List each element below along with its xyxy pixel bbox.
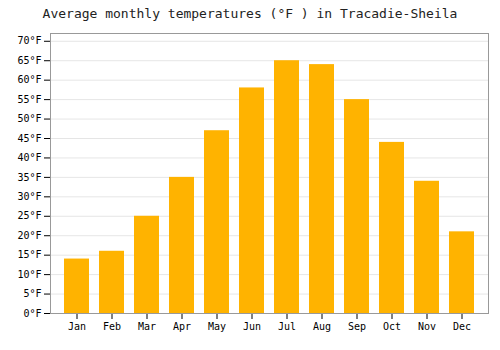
- svg-text:Jan: Jan: [68, 321, 86, 332]
- svg-text:Oct: Oct: [383, 321, 401, 332]
- svg-text:60°F: 60°F: [17, 74, 41, 85]
- svg-text:Jun: Jun: [243, 321, 261, 332]
- svg-text:55°F: 55°F: [17, 94, 41, 105]
- svg-text:Mar: Mar: [138, 321, 156, 332]
- svg-text:30°F: 30°F: [17, 191, 41, 202]
- svg-text:Feb: Feb: [103, 321, 121, 332]
- svg-text:May: May: [208, 321, 226, 332]
- svg-text:10°F: 10°F: [17, 269, 41, 280]
- svg-text:45°F: 45°F: [17, 133, 41, 144]
- svg-text:Nov: Nov: [418, 321, 436, 332]
- svg-text:15°F: 15°F: [17, 249, 41, 260]
- svg-text:Apr: Apr: [173, 321, 191, 332]
- svg-text:20°F: 20°F: [17, 230, 41, 241]
- svg-text:65°F: 65°F: [17, 55, 41, 66]
- svg-text:Dec: Dec: [453, 321, 471, 332]
- svg-text:50°F: 50°F: [17, 113, 41, 124]
- svg-text:70°F: 70°F: [17, 35, 41, 46]
- svg-text:0°F: 0°F: [23, 308, 41, 319]
- svg-text:Jul: Jul: [278, 321, 296, 332]
- svg-text:5°F: 5°F: [23, 288, 41, 299]
- svg-text:25°F: 25°F: [17, 210, 41, 221]
- svg-text:40°F: 40°F: [17, 152, 41, 163]
- svg-text:35°F: 35°F: [17, 172, 41, 183]
- html-text:Average monthly temperatures (: Average monthly temperatures (°F ) in Tr…: [42, 6, 458, 21]
- svg-text:Sep: Sep: [348, 321, 366, 332]
- svg-text:Aug: Aug: [313, 321, 331, 332]
